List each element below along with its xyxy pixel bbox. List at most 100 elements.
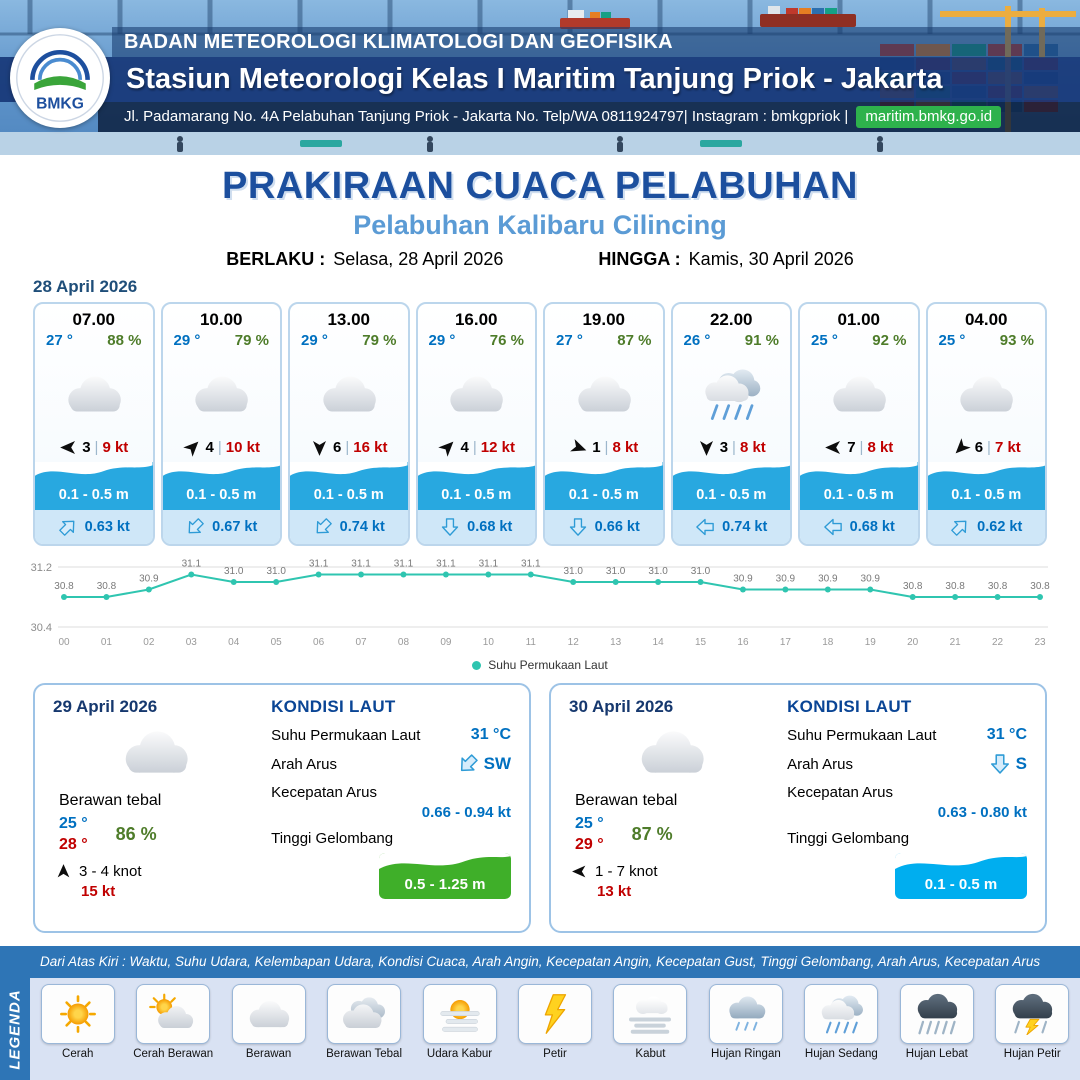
legend-item-label: Hujan Ringan: [711, 1048, 781, 1060]
current-row: 0.66 kt: [545, 510, 663, 544]
legend-item-label: Kabut: [635, 1048, 666, 1060]
svg-text:02: 02: [143, 637, 155, 648]
current-direction-icon: [568, 517, 588, 537]
logo-text: BMKG: [36, 95, 84, 112]
svg-text:30.8: 30.8: [97, 581, 117, 592]
wave-height-band: 0.1 - 0.5 m: [545, 462, 663, 510]
wind-row: 6 | 7 kt: [928, 438, 1046, 462]
legend-item: Udara Kabur: [415, 984, 505, 1080]
svg-text:06: 06: [313, 637, 325, 648]
legend-items-row: Cerah Cerah Berawan Berawan Berawan Teba…: [30, 978, 1080, 1080]
svg-text:10: 10: [483, 637, 495, 648]
legend-weather-icon: [899, 984, 974, 1044]
wind-row: 7 | 8 kt: [800, 438, 918, 462]
sst-chart-section: 30.4 31.2 30.8 00 30.8 01 30.9 02 31.1 03 31.0 04 31…: [0, 547, 1080, 673]
legend-item-label: Hujan Petir: [1003, 1048, 1061, 1060]
svg-text:22: 22: [992, 637, 1004, 648]
svg-text:20: 20: [907, 637, 919, 648]
svg-text:09: 09: [440, 637, 452, 648]
current-direction-icon: [989, 753, 1011, 775]
svg-text:13: 13: [610, 637, 622, 648]
svg-text:30.8: 30.8: [988, 581, 1008, 592]
air-temperature: 29 °: [428, 332, 456, 349]
forecast-time: 07.00: [72, 310, 116, 329]
sea-condition-title: KONDISI LAUT: [271, 697, 396, 716]
wave-height-band: 0.1 - 0.5 m: [800, 462, 918, 510]
wave-height-badge: 0.1 - 0.5 m: [895, 853, 1027, 899]
svg-text:12: 12: [568, 637, 580, 648]
legend-weather-icon: [517, 984, 592, 1044]
website-badge: maritim.bmkg.go.id: [856, 106, 1002, 128]
valid-to-date: Kamis, 30 April 2026: [688, 249, 854, 269]
org-name: BADAN METEOROLOGI KLIMATOLOGI DAN GEOFIS…: [112, 27, 1080, 57]
day-wind-row: 3 - 4 knot: [55, 863, 259, 880]
separator: |: [345, 439, 350, 456]
day-wind-range: 3 - 4 knot: [79, 862, 142, 880]
humidity: 88 %: [107, 332, 142, 349]
legend-item: Berawan: [224, 984, 314, 1080]
svg-text:30.9: 30.9: [861, 574, 881, 585]
day-condition: Berawan tebal: [59, 792, 162, 809]
svg-text:31.0: 31.0: [266, 566, 286, 577]
legend-weather-icon: [995, 984, 1070, 1044]
wind-direction-icon: [434, 434, 461, 461]
wave-height-badge: 0.5 - 1.25 m: [379, 853, 511, 899]
air-temperature: 27 °: [556, 332, 583, 349]
forecast-time: 13.00: [327, 310, 371, 329]
separator: |: [732, 439, 736, 456]
temp-humidity-row: 29 ° 79 %: [290, 332, 408, 349]
svg-text:30.8: 30.8: [54, 581, 74, 592]
temp-humidity-row: 27 ° 88 %: [35, 332, 153, 349]
legend-weather-icon: [136, 984, 211, 1044]
day-wind-direction-icon: [55, 863, 72, 880]
wind-value: 4: [460, 439, 469, 456]
weather-icon: [545, 349, 663, 438]
separator: |: [987, 439, 991, 456]
day-temp-max: 28 °: [59, 835, 88, 853]
wind-row: 6 | 16 kt: [290, 438, 408, 462]
day-weather-icon: [53, 719, 259, 790]
day-weather-icon: [569, 719, 775, 790]
air-temperature: 26 °: [683, 332, 711, 349]
wind-row: 4 | 12 kt: [418, 438, 536, 462]
svg-text:01: 01: [101, 637, 113, 648]
valid-from-label: BERLAKU :: [226, 249, 326, 269]
svg-text:31.0: 31.0: [224, 566, 244, 577]
humidity: 87 %: [617, 332, 652, 349]
hourly-forecast-card: 16.00 29 ° 76 % 4 | 12 kt 0.1 - 0.5 m 0.…: [415, 302, 537, 546]
legend-weather-icon: [613, 984, 688, 1044]
legend-item-label: Hujan Lebat: [905, 1048, 968, 1060]
day-gust-speed: 13 kt: [597, 882, 632, 900]
svg-text:23: 23: [1034, 637, 1046, 648]
hourly-cards-row: 07.00 27 ° 88 % 3 | 9 kt 0.1 - 0.5 m 0.6…: [33, 302, 1047, 546]
legend-note: Dari Atas Kiri : Waktu, Suhu Udara, Kele…: [0, 946, 1080, 978]
svg-text:17: 17: [780, 637, 792, 648]
forecast-time: 22.00: [709, 310, 753, 329]
svg-text:04: 04: [228, 637, 240, 648]
svg-text:31.1: 31.1: [394, 559, 414, 570]
sst-value: 31 °C: [470, 726, 511, 743]
svg-text:31.1: 31.1: [436, 559, 456, 570]
current-direction-icon: [823, 517, 843, 537]
svg-text:31.1: 31.1: [351, 559, 371, 570]
sst-value: 31 °C: [986, 726, 1027, 743]
legend-item-label: Cerah Berawan: [133, 1048, 214, 1060]
air-temperature: 29 °: [301, 332, 328, 349]
humidity: 79 %: [234, 332, 269, 349]
wind-direction-icon: [948, 434, 975, 461]
current-row: 0.68 kt: [800, 510, 918, 544]
legend-marker-icon: [472, 660, 482, 670]
wind-row: 4 | 10 kt: [163, 438, 281, 462]
forecast-time: 19.00: [582, 310, 626, 329]
svg-text:07: 07: [355, 637, 367, 648]
wave-height: 0.1 - 0.5 m: [696, 487, 767, 503]
wave-height-value: 0.1 - 0.5 m: [924, 876, 998, 893]
legend-item-label: Hujan Sedang: [804, 1048, 878, 1060]
bmkg-logo: BMKG: [10, 28, 110, 128]
svg-text:05: 05: [271, 637, 283, 648]
day-temps: 25 ° 28 ° 86 %: [59, 814, 259, 856]
current-direction-icon: [440, 517, 460, 537]
temp-humidity-row: 25 ° 92 %: [800, 332, 918, 349]
current-speed: 0.74 kt: [722, 519, 768, 535]
wind-value: 3: [719, 439, 729, 456]
